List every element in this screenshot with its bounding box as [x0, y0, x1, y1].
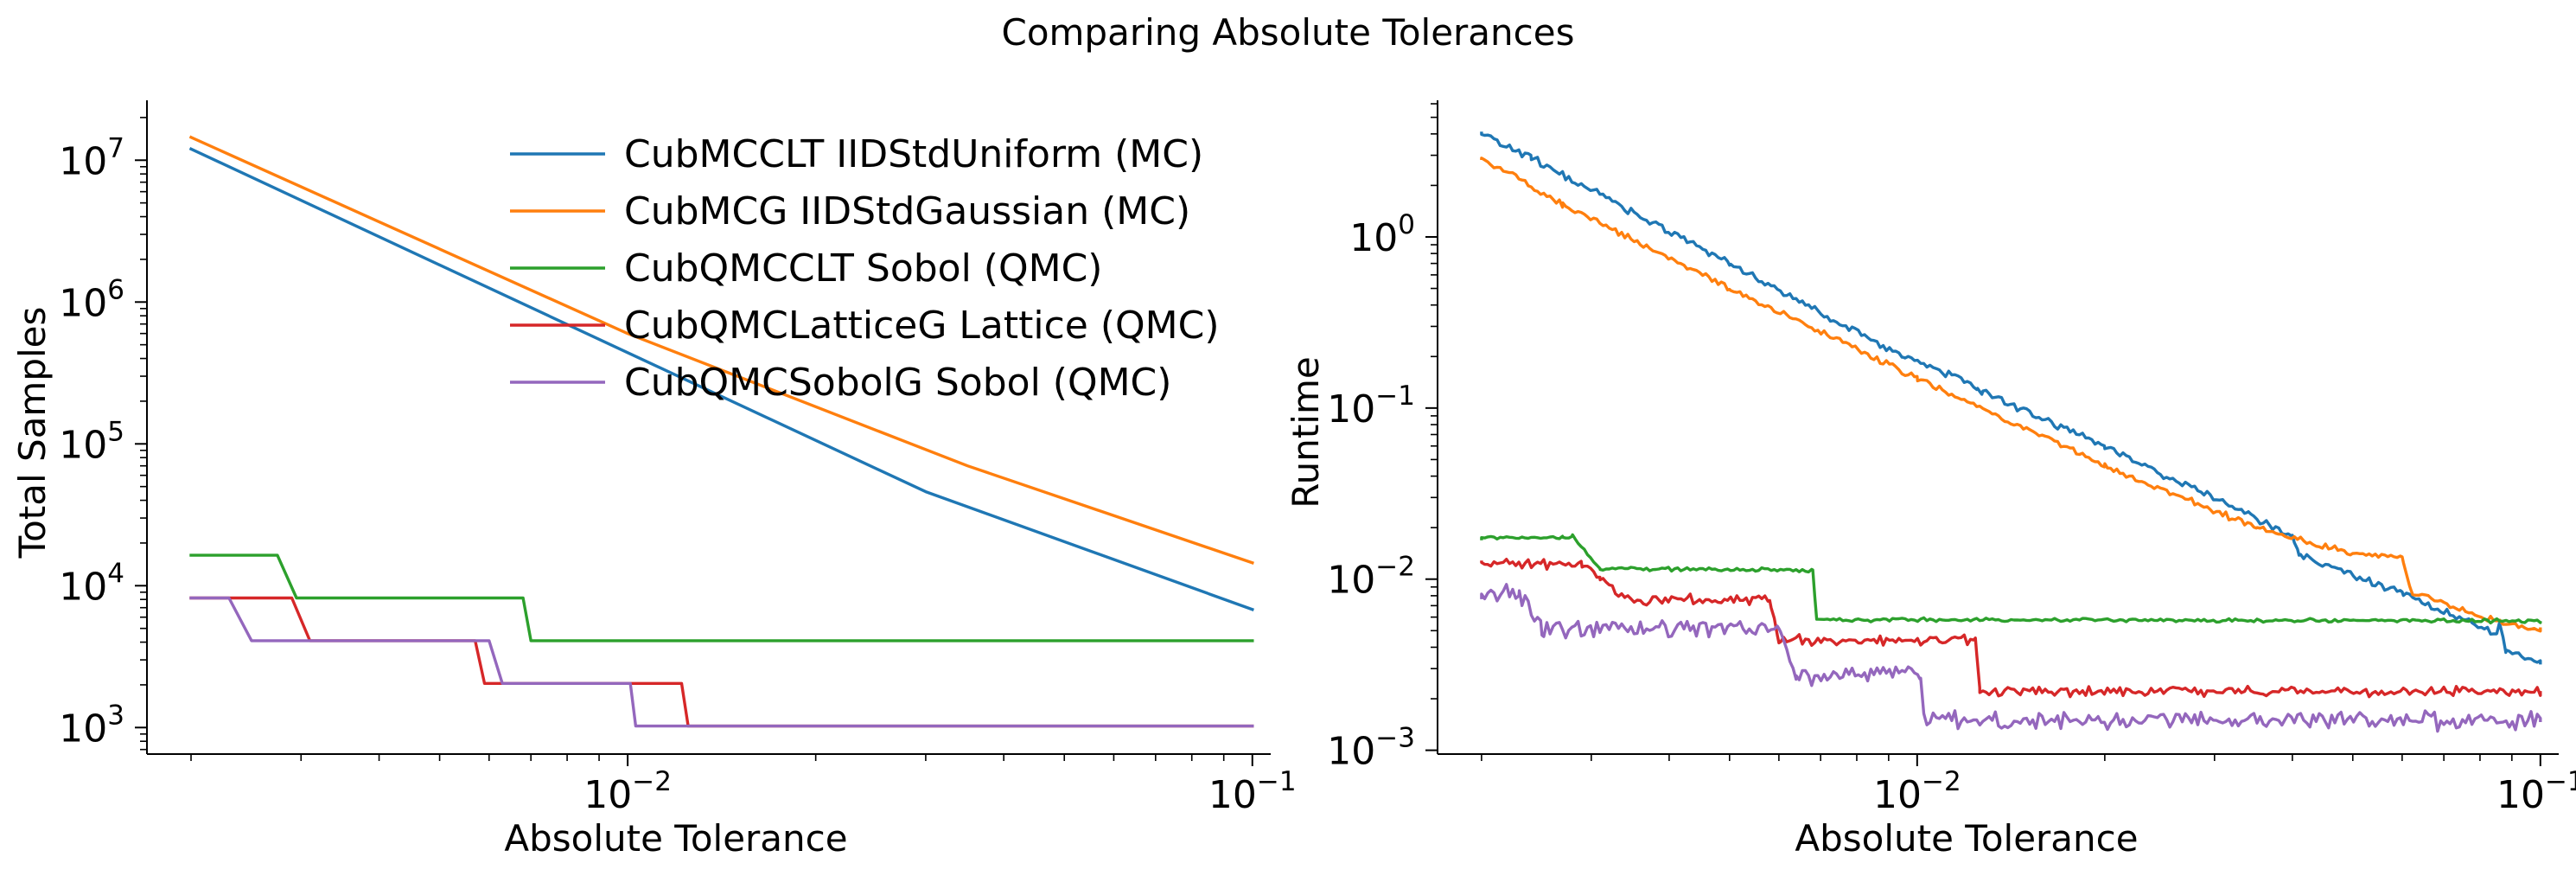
- right-subplot: 10−2 10−1 10−3 10−2 10−1 100 Absolute Toleran…: [1285, 100, 2576, 860]
- left-y-tick-label: 106: [59, 274, 124, 325]
- left-yaxis-label: Total Samples: [11, 307, 54, 559]
- left-series-cubqmcsobolg-sobol-qmc: [189, 596, 1254, 728]
- right-y-tick-label: 10−2: [1327, 552, 1415, 603]
- legend-label-cubqmcsobolg-sobol-qmc: CubQMCSobolG Sobol (QMC): [624, 361, 1171, 405]
- legend: CubMCCLT IIDStdUniform (MC) CubMCG IIDStd…: [510, 132, 1220, 405]
- right-series-cubqmcsobolg-sobol-qmc: [1480, 583, 2542, 733]
- right-yaxis-label: Runtime: [1285, 356, 1327, 508]
- left-subplot: 10−2 10−1 103 104 105 106 107 Absolute Toleran…: [11, 100, 1297, 860]
- right-y-tick-label: 100: [1349, 209, 1415, 260]
- left-series-cubqmcclt-sobol-qmc: [189, 553, 1254, 643]
- left-y-tick-label: 103: [59, 700, 124, 751]
- right-series-cubmcg-iidstdgaussian-mc: [1480, 157, 2542, 633]
- left-y-tick-label: 105: [59, 416, 124, 467]
- right-ticks: 10−2 10−1 10−3 10−2 10−1 100: [1327, 103, 2576, 817]
- left-series-layer: [188, 135, 1254, 728]
- legend-label-cubqmclatticeg-lattice-qmc: CubQMCLatticeG Lattice (QMC): [624, 304, 1220, 348]
- right-series-cubqmclatticeg-lattice-qmc: [1480, 558, 2542, 699]
- left-spines: [146, 100, 1271, 755]
- right-series-cubmcclt-iidstduniform-mc: [1480, 131, 2542, 665]
- right-y-tick-label: 10−3: [1327, 723, 1415, 774]
- left-x-tick-label: 10−1: [1208, 766, 1297, 817]
- right-spines: [1437, 100, 2559, 755]
- left-y-tick-label: 107: [59, 132, 124, 183]
- right-series-layer: [1480, 131, 2542, 733]
- left-xaxis-label: Absolute Tolerance: [504, 817, 847, 860]
- right-x-tick-label: 10−1: [2496, 766, 2576, 817]
- left-series-cubmcclt-iidstduniform-mc: [188, 147, 1254, 611]
- left-series-cubqmclatticeg-lattice-qmc: [189, 596, 1254, 728]
- right-series-cubqmcclt-sobol-qmc: [1480, 533, 2542, 625]
- left-series-cubmcg-iidstdgaussian-mc: [188, 135, 1254, 565]
- left-y-tick-label: 104: [59, 558, 124, 609]
- right-xaxis-label: Absolute Tolerance: [1795, 817, 2138, 860]
- right-y-tick-label: 10−1: [1327, 380, 1415, 432]
- left-ticks: 10−2 10−1 103 104 105 106 107: [59, 117, 1297, 817]
- legend-label-cubqmcclt-sobol-qmc: CubQMCCLT Sobol (QMC): [624, 246, 1102, 291]
- figure-title: Comparing Absolute Tolerances: [1002, 11, 1575, 54]
- left-x-tick-label: 10−2: [583, 766, 672, 817]
- legend-label-cubmcg-iidstdgaussian-mc: CubMCG IIDStdGaussian (MC): [624, 189, 1190, 233]
- legend-label-cubmcclt-iidstduniform-mc: CubMCCLT IIDStdUniform (MC): [624, 132, 1203, 176]
- right-x-tick-label: 10−2: [1873, 766, 1961, 817]
